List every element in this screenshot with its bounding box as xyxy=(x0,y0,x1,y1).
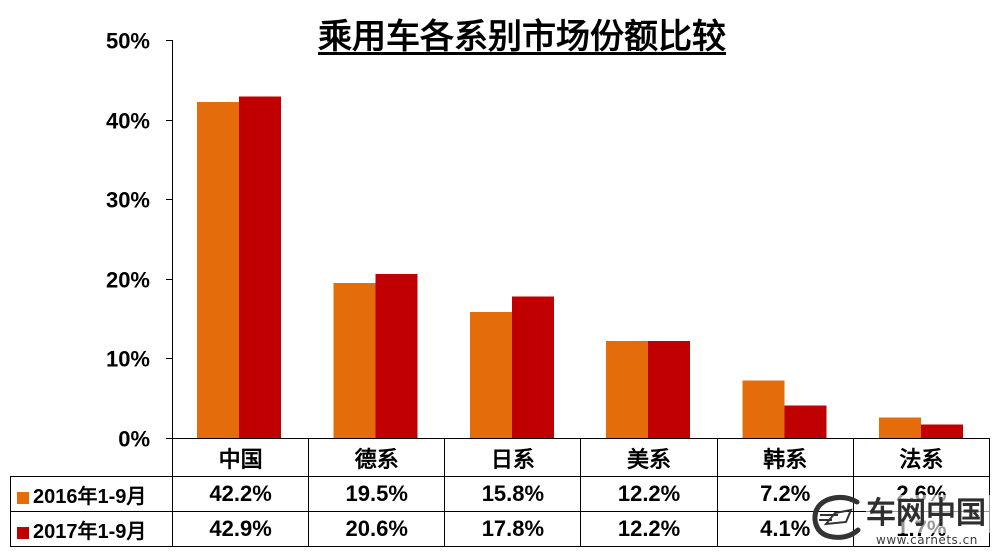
legend-entry-2016: 2016年1-9月 xyxy=(10,476,173,512)
table-value-cell: 17.8% xyxy=(444,511,582,547)
bar-series-1-category-3 xyxy=(469,312,512,438)
bar-series-1-category-5 xyxy=(742,380,785,438)
table-value-cell: 42.2% xyxy=(171,476,310,512)
table-row-series-2016: 2016年1-9月 42.2% 19.5% 15.8% 12.2% 7.2% 2… xyxy=(10,476,991,512)
watermark-logo-text: 车网中国 xyxy=(866,495,990,533)
legend-swatch-2016 xyxy=(17,491,29,504)
bar-series-1-category-4 xyxy=(606,340,649,438)
category-header-cell: 法系 xyxy=(852,438,991,477)
watermark-url: www.carnets.cn xyxy=(876,533,978,547)
data-table: 中国 德系 日系 美系 韩系 法系 2016年1-9月 42.2% 19.5% … xyxy=(10,438,991,547)
bar-series-1-category-2 xyxy=(333,282,376,438)
chart-title: 乘用车各系别市场份额比较 xyxy=(318,17,726,57)
category-header-cell: 德系 xyxy=(308,438,446,477)
legend-label-2017: 2017年1-9月 xyxy=(33,520,147,543)
table-value-cell: 42.9% xyxy=(171,511,310,547)
y-tick-label: 50% xyxy=(106,29,150,54)
carnets-logo-icon xyxy=(812,494,861,540)
table-value-cell: 12.2% xyxy=(580,476,718,512)
bar-series-1-category-1 xyxy=(197,102,240,438)
legend-swatch-2017 xyxy=(17,526,29,539)
y-tick-label: 40% xyxy=(106,109,150,134)
bar-series-1-category-6 xyxy=(878,417,921,438)
legend-entry-2017: 2017年1-9月 xyxy=(10,511,173,547)
bar-series-2-category-1 xyxy=(239,96,282,439)
bar-series-2-category-3 xyxy=(511,296,554,438)
table-value-cell: 12.2% xyxy=(580,511,718,547)
category-header-cell: 日系 xyxy=(444,438,582,477)
category-header-cell: 美系 xyxy=(580,438,718,477)
table-value-cell: 15.8% xyxy=(444,476,582,512)
table-value-cell: 20.6% xyxy=(308,511,446,547)
category-header-cell: 中国 xyxy=(171,438,310,477)
table-value-cell: 19.5% xyxy=(308,476,446,512)
table-corner-cell xyxy=(10,438,173,477)
y-tick-label: 10% xyxy=(106,347,150,372)
bar-series-2-category-6 xyxy=(920,424,963,438)
bar-series-2-category-2 xyxy=(375,274,418,438)
bar-series-2-category-4 xyxy=(648,340,691,438)
legend-label-2016: 2016年1-9月 xyxy=(33,485,147,508)
table-value-cell: 7.2% xyxy=(716,476,854,512)
category-header-cell: 韩系 xyxy=(716,438,854,477)
bar-series-2-category-5 xyxy=(784,405,827,438)
y-tick-label: 20% xyxy=(106,268,150,293)
y-tick-label: 30% xyxy=(106,188,150,213)
table-header-row: 中国 德系 日系 美系 韩系 法系 xyxy=(10,438,991,477)
